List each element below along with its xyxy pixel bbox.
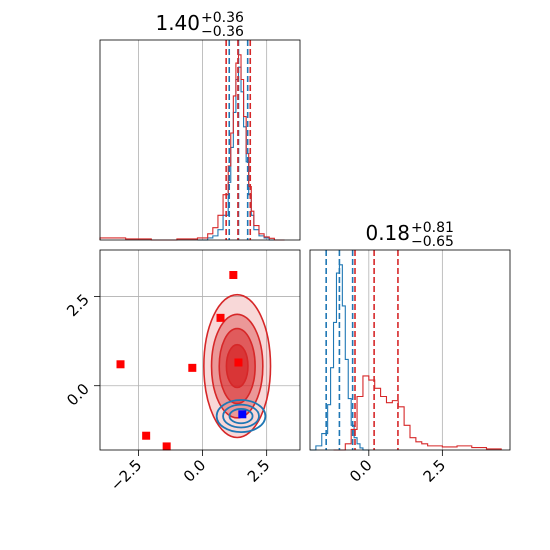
joint-frame — [99, 249, 301, 451]
marginal-2-title-plus: +0.81 — [411, 220, 454, 236]
marginal-2-xtick-label: 0.0 — [346, 456, 376, 486]
joint-xtick-label: −2.5 — [107, 456, 145, 494]
joint-ytick-label: 2.5 — [63, 291, 93, 321]
blue-square-marker — [238, 410, 247, 419]
joint-ytick-label: 0.0 — [63, 380, 93, 410]
red-square-marker — [234, 358, 243, 367]
joint-panel: −2.5 0.0 2.5 0.0 2.5 — [63, 249, 301, 495]
joint-xtick-label: 0.0 — [180, 456, 210, 486]
marginal-2-hist-series-0 — [310, 264, 369, 451]
red-square-marker — [188, 363, 197, 372]
marginal-1-frame — [99, 39, 301, 241]
red-square-marker — [142, 431, 151, 440]
marginal-2-title-minus: −0.65 — [411, 234, 454, 250]
marginal-panel-2: 0.18 +0.81 −0.65 0.0 2.5 — [309, 220, 511, 486]
marginal-1-title-value: 1.40 — [155, 11, 200, 35]
marginal-1-hist-series-1 — [99, 54, 285, 241]
marginal-2-frame — [309, 249, 511, 451]
red-square-marker — [116, 360, 125, 369]
blue-contour-level — [215, 399, 267, 434]
marginal-2-hist-series-1 — [333, 375, 502, 451]
marginal-1-title-plus: +0.36 — [201, 10, 244, 26]
marginal-1-hist-series-0 — [197, 66, 275, 241]
blue-contour-level — [222, 403, 260, 429]
red-square-marker — [229, 271, 238, 279]
red-square-marker — [216, 313, 225, 322]
marginal-2-xtick-label: 2.5 — [420, 456, 450, 486]
red-square-marker — [162, 442, 171, 451]
marginal-1-title-minus: −0.36 — [201, 24, 244, 40]
marginal-panel-1: 1.40 +0.36 −0.36 — [99, 10, 301, 241]
joint-xtick-label: 2.5 — [244, 456, 274, 486]
blue-contour-level — [228, 408, 254, 425]
marginal-2-title-value: 0.18 — [365, 221, 410, 245]
